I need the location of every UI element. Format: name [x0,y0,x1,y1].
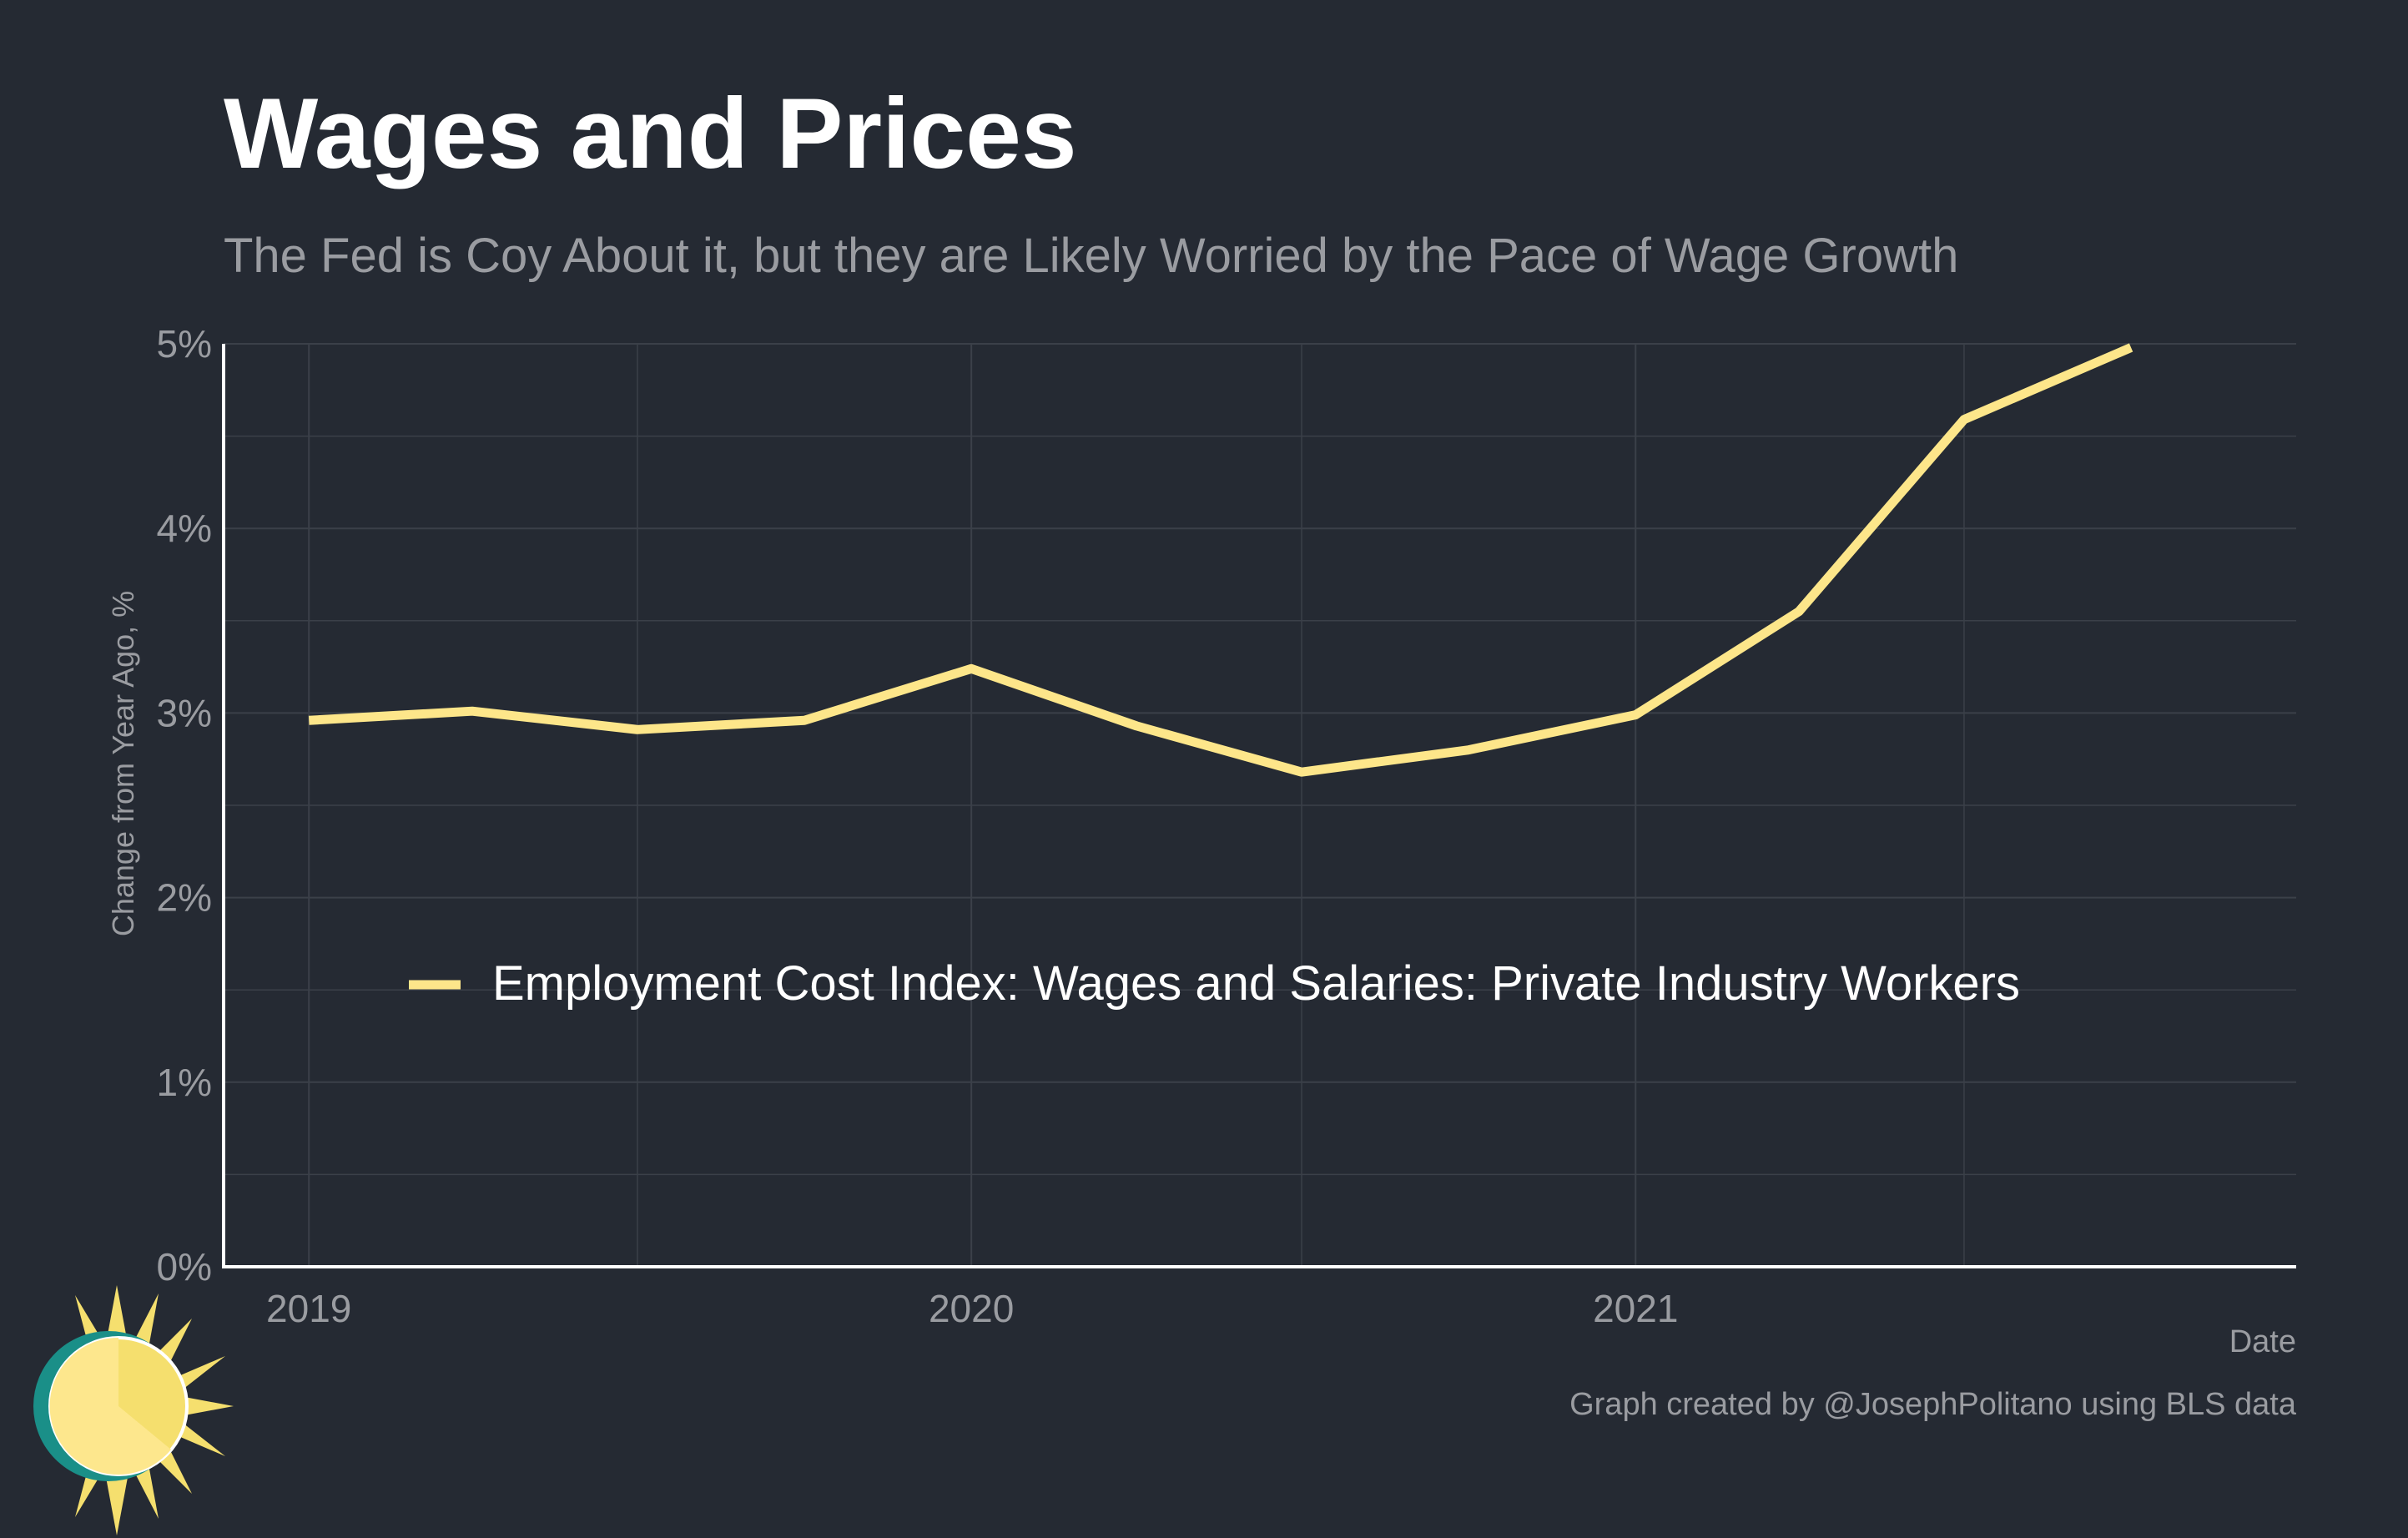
y-axis-title: Change from Year Ago, % [106,591,140,936]
series-line [308,343,2133,777]
sun-logo-icon [25,1285,242,1538]
x-tick-label: 2021 [1593,1287,1678,1330]
y-tick-label: 0% [157,1245,212,1288]
y-tick-label: 2% [157,876,212,920]
page-subtitle: The Fed is Coy About it, but they are Li… [224,229,1959,283]
x-tick-label: 2020 [929,1287,1014,1330]
y-tick-label: 5% [157,322,212,366]
y-tick-label: 1% [157,1061,212,1104]
source-caption: Graph created by @JosephPolitano using B… [1569,1387,2296,1422]
legend-label: Employment Cost Index: Wages and Salarie… [492,956,2020,1011]
y-tick-label: 3% [157,691,212,734]
page-title: Wages and Prices [224,78,1077,189]
y-tick-label: 4% [157,507,212,550]
x-tick-label: 2019 [266,1287,351,1330]
x-axis-title: Date [2229,1324,2296,1359]
